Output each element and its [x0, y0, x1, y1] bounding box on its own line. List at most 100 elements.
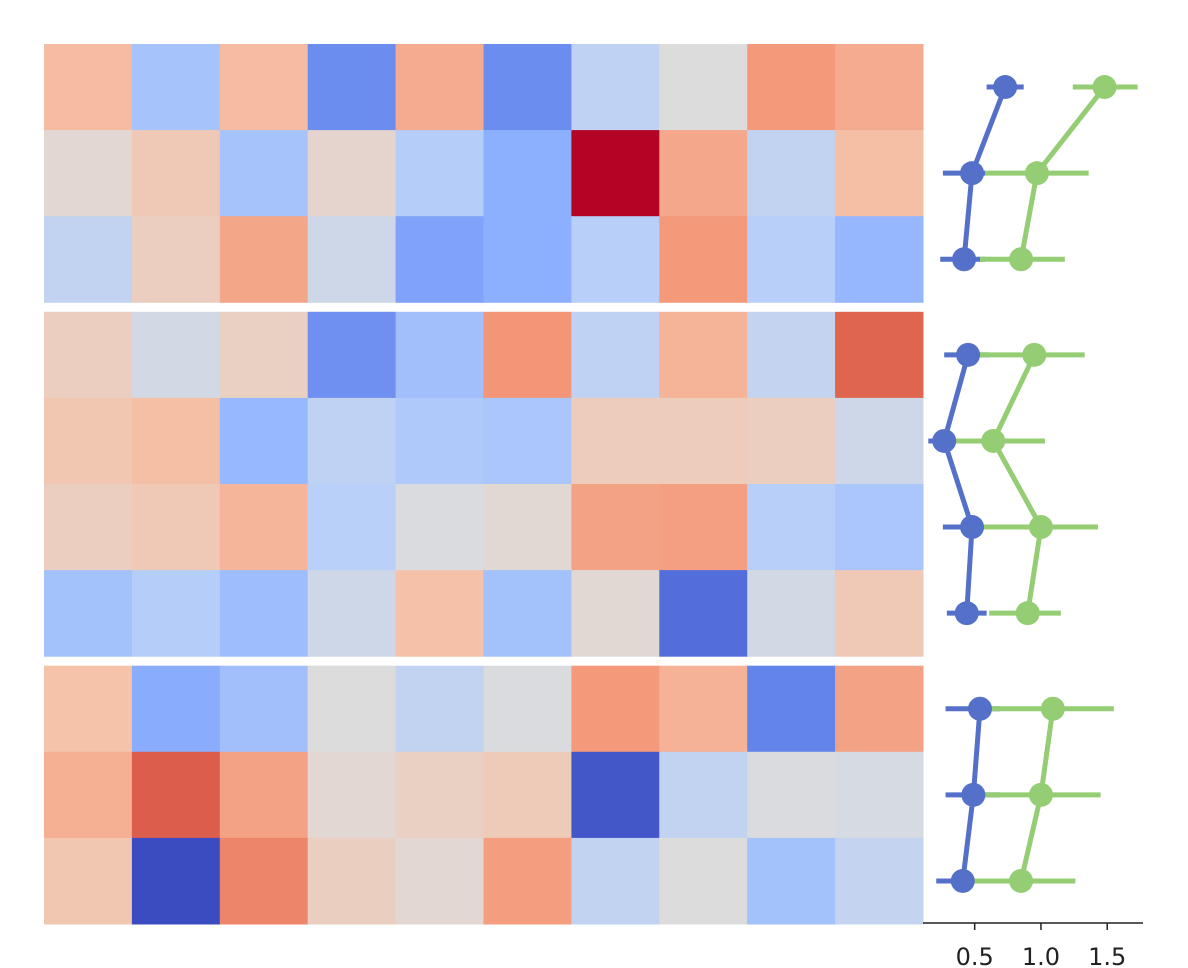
- heatmap-cell: [571, 570, 660, 657]
- point: [961, 782, 986, 807]
- heatmap-cell: [835, 216, 924, 303]
- heatmap-cell: [219, 837, 309, 925]
- point: [1028, 782, 1053, 807]
- heatmap-cell: [571, 665, 660, 753]
- heatmap-cell: [659, 311, 748, 399]
- heatmap-cell: [307, 44, 397, 131]
- heatmap-cell: [659, 44, 748, 131]
- heatmap-cell: [131, 751, 221, 839]
- heatmap-cell: [131, 484, 221, 571]
- heatmap-cell: [835, 397, 924, 485]
- heatmap-cell: [131, 665, 221, 753]
- heatmap-cell: [483, 130, 572, 217]
- heatmap-cell: [835, 130, 924, 217]
- point: [1028, 515, 1053, 540]
- heatmap-cell: [835, 570, 924, 657]
- x-tick-label: 0.5: [956, 943, 994, 968]
- heatmap-cell: [483, 44, 572, 131]
- heatmap-cell: [44, 216, 133, 303]
- point: [1009, 868, 1034, 893]
- point: [1009, 247, 1034, 272]
- heatmap-cell: [395, 130, 484, 217]
- heatmap-cell: [747, 665, 836, 753]
- heatmap-cell: [571, 216, 660, 303]
- heatmap-cell: [395, 751, 484, 839]
- heatmap-cell: [219, 665, 309, 753]
- point: [950, 868, 975, 893]
- heatmap-cell: [131, 311, 221, 399]
- heatmap-cell: [131, 570, 221, 657]
- heatmap-cell: [747, 837, 836, 925]
- point: [952, 247, 977, 272]
- heatmap-cell: [395, 311, 484, 399]
- heatmap-cell: [219, 216, 309, 303]
- heatmap-cell: [44, 751, 133, 839]
- heatmap-cell: [571, 311, 660, 399]
- point: [954, 601, 979, 626]
- heatmap-cell: [747, 216, 836, 303]
- heatmap-cell: [395, 44, 484, 131]
- heatmap-cell: [219, 397, 309, 485]
- heatmap-cell: [571, 751, 660, 839]
- point: [1015, 601, 1040, 626]
- heatmap-cell: [483, 837, 572, 925]
- point: [960, 515, 985, 540]
- heatmap-cell: [44, 837, 133, 925]
- point: [960, 161, 985, 186]
- heatmap-cell: [131, 397, 221, 485]
- heatmap-cell: [659, 837, 748, 925]
- heatmap-cell: [44, 130, 133, 217]
- heatmap-cell: [395, 397, 484, 485]
- heatmap-cell: [659, 484, 748, 571]
- heatmap-cell: [219, 311, 309, 399]
- heatmap-cell: [219, 751, 309, 839]
- heatmap-cell: [307, 751, 397, 839]
- point: [1092, 75, 1117, 100]
- heatmap-cell: [659, 397, 748, 485]
- heatmap-cell: [307, 484, 397, 571]
- point: [956, 342, 981, 367]
- heatmap-cell: [219, 570, 309, 657]
- heatmap-cell: [395, 570, 484, 657]
- heatmap-cell: [483, 397, 572, 485]
- series-line: [941, 354, 975, 614]
- heatmap-cell: [571, 44, 660, 131]
- point: [981, 428, 1006, 453]
- heatmap-cell: [747, 130, 836, 217]
- heatmap-cell: [219, 44, 309, 131]
- heatmap-cell: [571, 130, 660, 217]
- heatmap-cell: [219, 130, 309, 217]
- heatmap-cell: [44, 665, 133, 753]
- point: [1022, 342, 1047, 367]
- point: [1024, 161, 1049, 186]
- heatmap-cell: [659, 130, 748, 217]
- point: [1040, 696, 1065, 721]
- point: [967, 696, 992, 721]
- heatmap-cell: [571, 484, 660, 571]
- heatmap-cell: [44, 484, 133, 571]
- heatmap-cell: [44, 397, 133, 485]
- heatmap-cell: [395, 665, 484, 753]
- heatmap-cell: [483, 665, 572, 753]
- heatmap-cell: [307, 665, 397, 753]
- heatmap-cell: [747, 570, 836, 657]
- heatmap-cell: [131, 216, 221, 303]
- heatmap-cell: [44, 44, 133, 131]
- heatmap-cell: [659, 751, 748, 839]
- heatmap-cell: [835, 665, 924, 753]
- heatmap-cell: [747, 44, 836, 131]
- heatmap-cell: [659, 216, 748, 303]
- heatmap-cell: [747, 397, 836, 485]
- heatmap-cell: [131, 837, 221, 925]
- heatmap-cell: [571, 397, 660, 485]
- heatmap-cell: [483, 311, 572, 399]
- heatmap-cell: [307, 216, 397, 303]
- point: [993, 75, 1018, 100]
- heatmap-cell: [307, 837, 397, 925]
- heatmap-cell: [747, 751, 836, 839]
- heatmap-cell: [835, 311, 924, 399]
- heatmap-cell: [44, 311, 133, 399]
- heatmap-cell: [395, 484, 484, 571]
- heatmap-cell: [395, 216, 484, 303]
